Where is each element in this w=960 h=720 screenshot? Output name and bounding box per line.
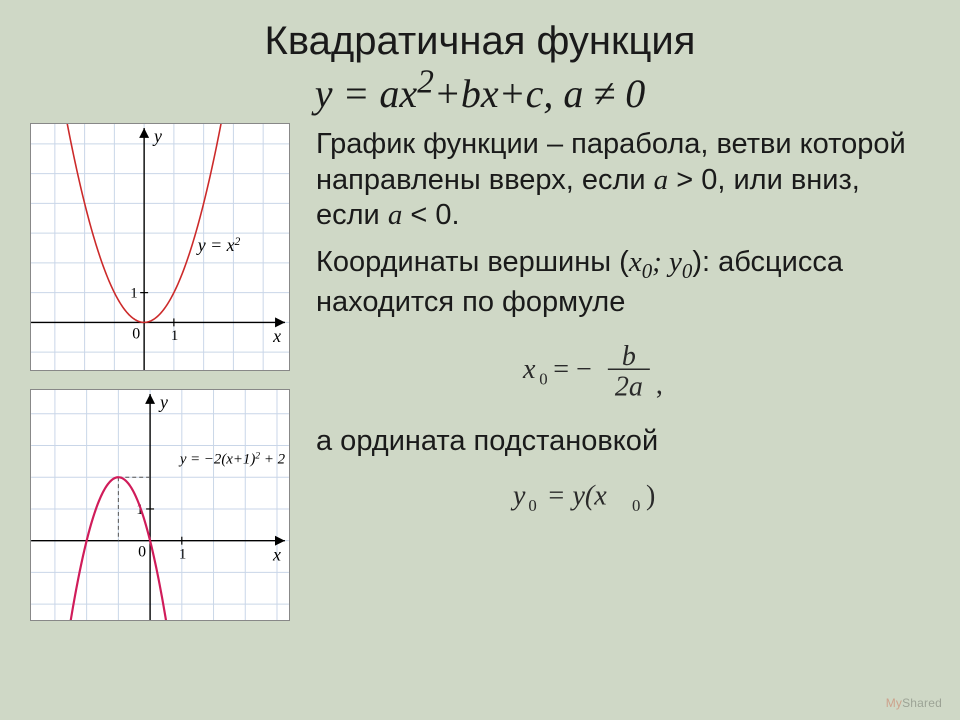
paragraph-1: График функции – парабола, ветви которой… (316, 127, 930, 233)
formula-y0: y0 = y(x0) (493, 471, 753, 521)
svg-text:y: y (152, 126, 162, 146)
watermark: MyShared (886, 696, 942, 710)
svg-text:1: 1 (130, 286, 137, 302)
svg-text:y: y (510, 481, 526, 512)
paragraph-2: Координаты вершины (x0; y0): абсцисса на… (316, 245, 930, 320)
svg-text:x: x (522, 354, 536, 385)
title-line1: Квадратичная функция (265, 19, 696, 63)
text-column: График функции – парабола, ветви которой… (316, 123, 930, 621)
svg-text:y: y (158, 392, 168, 412)
svg-text:y = −2(x+1)2 + 2: y = −2(x+1)2 + 2 (178, 450, 286, 468)
svg-text:2a: 2a (615, 372, 643, 403)
svg-text:1: 1 (179, 547, 186, 563)
graphs-column: y x 0 1 1 y = x2 y x 0 1 1 y = −2(x+1)2 + 2 (30, 123, 290, 621)
svg-text:b: b (622, 341, 636, 372)
svg-text:0: 0 (132, 326, 140, 343)
svg-text:1: 1 (171, 329, 178, 345)
parabola-down-chart: yx011y = −2(x+1)2 + 2 (30, 389, 290, 621)
svg-text:= y(x: = y(x (547, 481, 608, 512)
svg-text:0: 0 (528, 496, 536, 515)
svg-text:x: x (272, 327, 281, 347)
svg-text:,: , (656, 370, 663, 401)
vertex-y-formula: y0 = y(x0) (316, 471, 930, 526)
svg-text:x: x (272, 545, 281, 565)
svg-text:0: 0 (632, 496, 640, 515)
svg-text:= −: = − (553, 354, 592, 385)
paragraph-3: а ордината подстановкой (316, 424, 930, 459)
formula-x0: x0 = − b2a, (503, 332, 743, 405)
title-formula: y = ax2+bx+c, a ≠ 0 (315, 71, 646, 116)
vertex-x-formula: x0 = − b2a, (316, 332, 930, 410)
svg-text:): ) (646, 481, 655, 512)
svg-text:0: 0 (138, 544, 146, 561)
svg-text:0: 0 (539, 369, 547, 388)
slide-title: Квадратичная функция y = ax2+bx+c, a ≠ 0 (30, 18, 930, 117)
parabola-up-chart: y x 0 1 1 y = x2 (30, 123, 290, 371)
svg-text:y = x2: y = x2 (196, 235, 241, 256)
